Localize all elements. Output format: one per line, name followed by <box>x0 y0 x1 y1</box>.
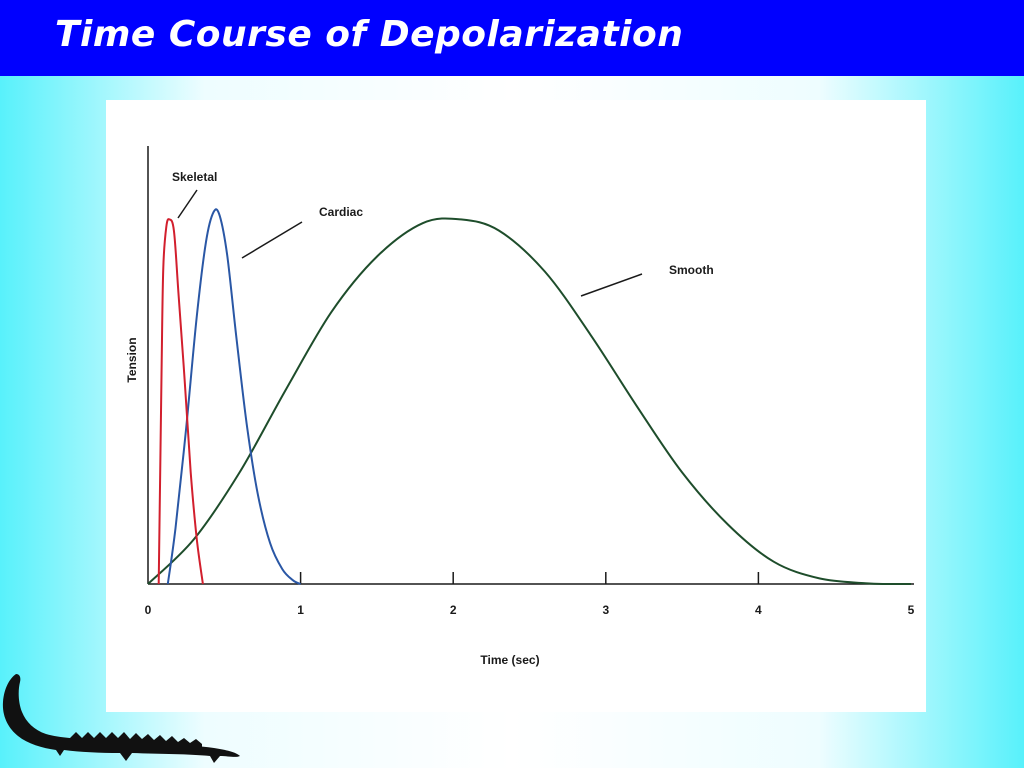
chart-panel: 0 1 2 3 4 5 Skeletal Cardiac Smooth Tension Tim… <box>106 100 926 712</box>
x-tick-label-0: 0 <box>145 603 152 617</box>
pointer-cardiac <box>241 221 303 259</box>
x-tick-label-2: 2 <box>450 603 457 617</box>
tension-chart: 0 1 2 3 4 5 Skeletal Cardiac Smooth Tension Tim… <box>125 146 915 667</box>
x-tick-label-4: 4 <box>755 603 762 617</box>
x-tick-label-1: 1 <box>297 603 304 617</box>
crocodile-logo <box>2 674 240 763</box>
series-line-smooth <box>147 217 912 586</box>
x-axis-label: Time (sec) <box>480 653 539 667</box>
annotation-cardiac: Cardiac <box>319 205 363 219</box>
x-tick-label-5: 5 <box>908 603 915 617</box>
pointer-skeletal <box>177 189 198 219</box>
annotation-skeletal: Skeletal <box>172 170 217 184</box>
annotation-smooth: Smooth <box>669 263 714 277</box>
chart-axes: 0 1 2 3 4 5 <box>145 146 915 617</box>
series-line-skeletal <box>157 218 204 585</box>
y-axis-label: Tension <box>125 337 139 382</box>
x-tick-label-3: 3 <box>602 603 609 617</box>
pointer-smooth <box>580 273 643 297</box>
title-bar: Time Course of Depolarization <box>0 0 1024 76</box>
slide-title: Time Course of Depolarization <box>55 14 684 55</box>
series-line-cardiac <box>166 208 302 585</box>
